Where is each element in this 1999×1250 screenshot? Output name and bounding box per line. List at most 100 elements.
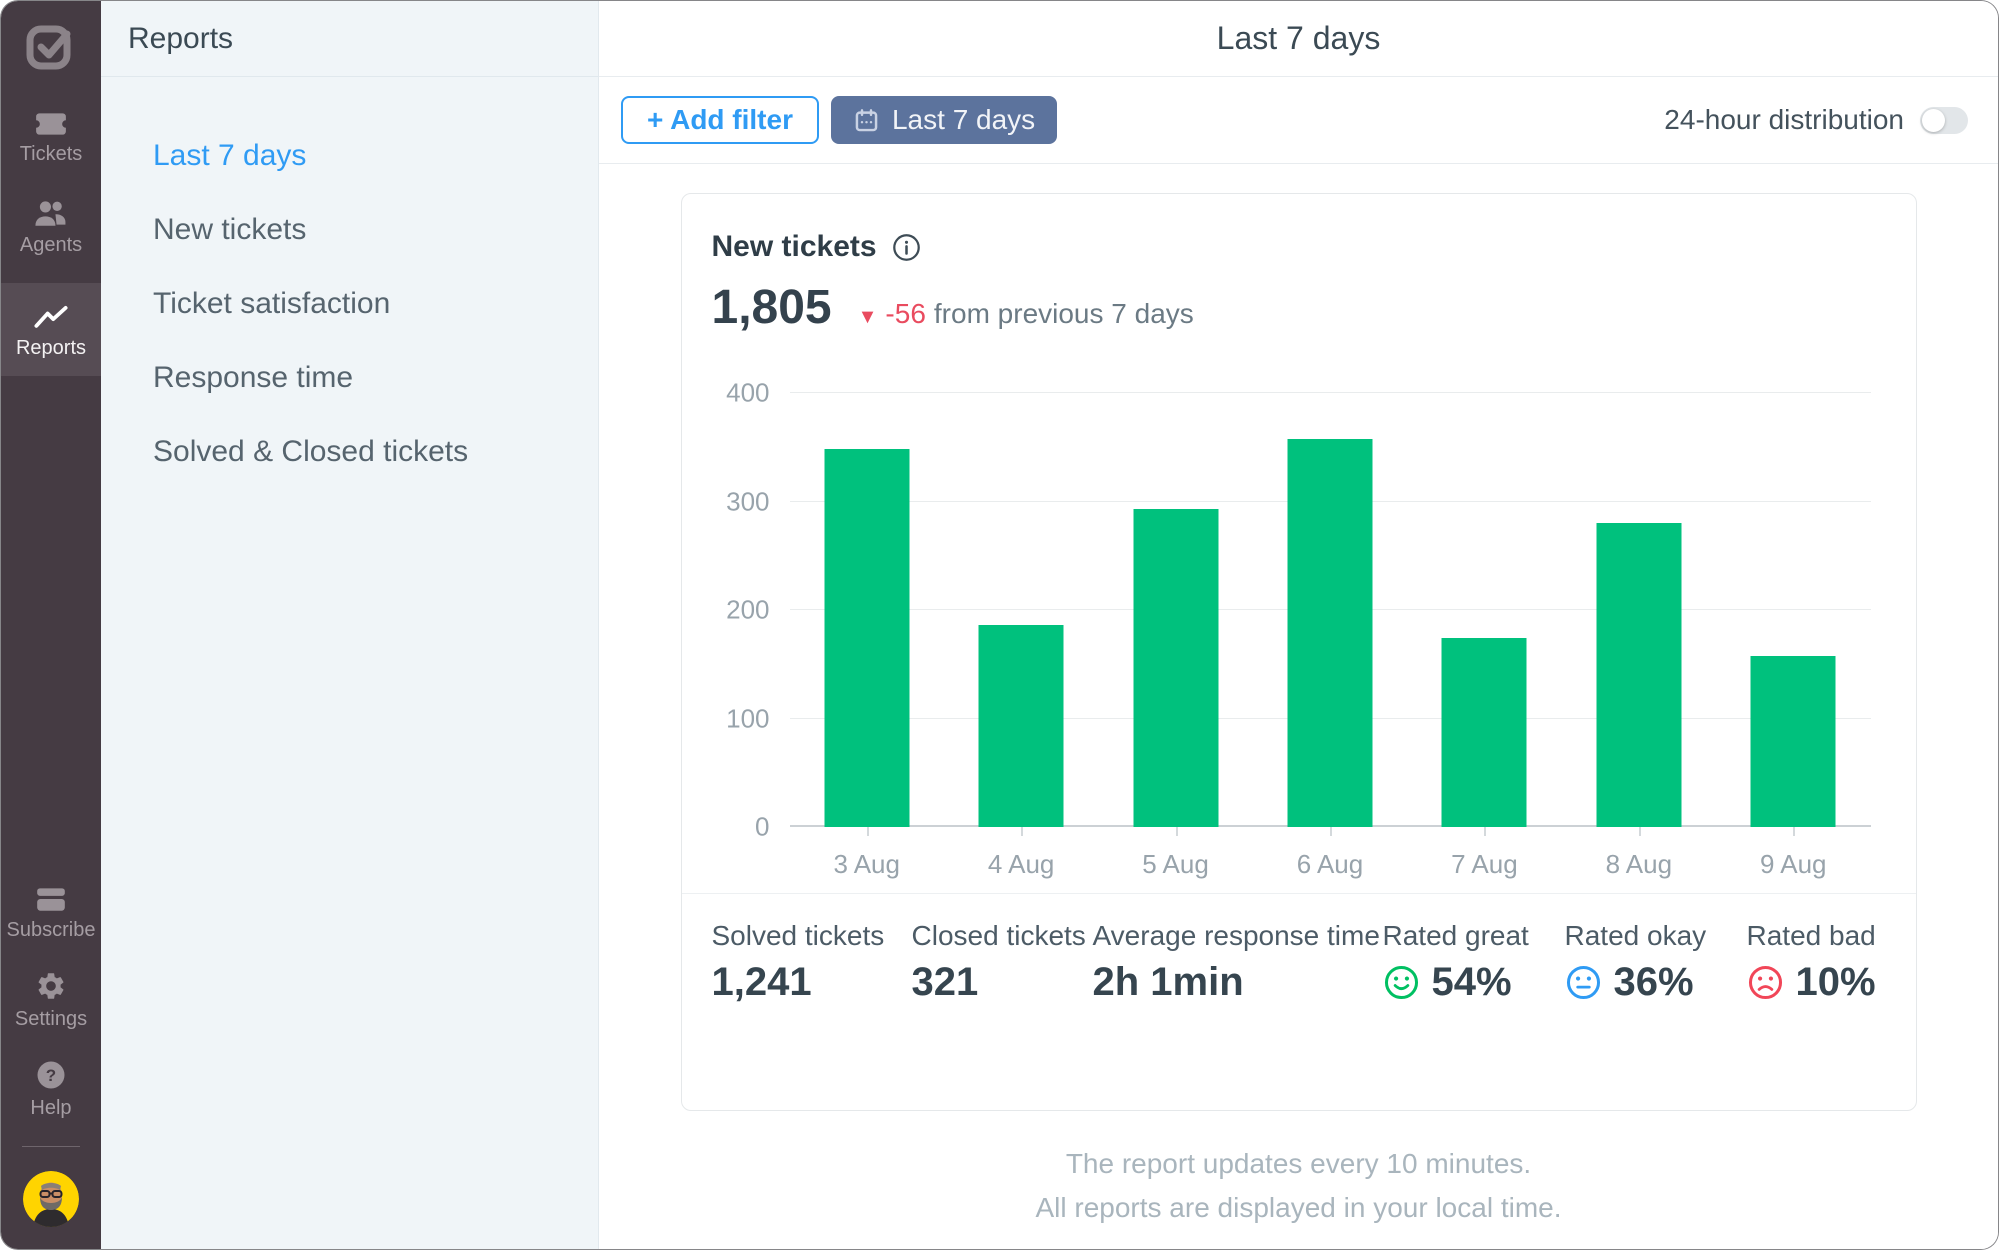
toggle-knob: [1922, 108, 1945, 132]
stat-label: Average response time: [1092, 920, 1380, 951]
user-avatar[interactable]: [23, 1171, 79, 1227]
agents-icon: [33, 194, 69, 228]
smiley-okay-icon: [1565, 964, 1602, 1001]
stat-label: Solved tickets: [711, 920, 885, 951]
x-axis-tick: [1329, 827, 1332, 836]
sidebar-title: Reports: [128, 21, 234, 55]
rail-item-label: Reports: [15, 337, 87, 359]
gear-icon: [35, 968, 67, 1002]
bar-column-3-aug: 3 Aug: [790, 393, 944, 879]
new-tickets-card: New tickets 1,805 ▼ -56 from pr: [680, 193, 1917, 1111]
sidebar-item-new-tickets[interactable]: New tickets: [153, 213, 307, 246]
triangle-down-icon: ▼: [857, 306, 878, 328]
rail-divider: [22, 1146, 80, 1147]
x-axis-label: 8 Aug: [1605, 849, 1673, 879]
stat-value: 10%: [1747, 960, 1876, 1005]
y-axis-tick-label: 300: [726, 486, 770, 516]
distribution-toggle[interactable]: [1920, 106, 1968, 134]
y-axis-tick-label: 200: [726, 594, 770, 625]
svg-text:?: ?: [46, 1066, 56, 1085]
rail-item-label: Tickets: [19, 143, 83, 165]
bar-column-6-aug: 6 Aug: [1253, 393, 1407, 879]
x-axis-label: 7 Aug: [1451, 849, 1518, 879]
rail-item-help[interactable]: ? Help: [1, 1057, 101, 1120]
rail-item-label: Help: [30, 1097, 72, 1119]
summary-stats-row: Solved tickets 1,241 Closed tickets 321 …: [682, 894, 1916, 1005]
delta-badge: ▼ -56 from previous 7 days: [858, 298, 1194, 330]
rail-item-reports[interactable]: Reports: [1, 283, 101, 376]
stat-label: Rated great: [1382, 920, 1529, 951]
card-title: New tickets: [711, 230, 877, 263]
stat-label: Rated okay: [1564, 920, 1707, 951]
bar-9-aug[interactable]: [1750, 655, 1836, 827]
bar-8-aug[interactable]: [1596, 523, 1682, 827]
chart-bars: 3 Aug 4 Aug 5 Aug 6 Aug 7 Aug 8 Aug 9 Aug: [790, 393, 1871, 879]
stat-rated-great: Rated great 54%: [1383, 920, 1565, 1005]
toolbar: + Add filter Last 7 days 24-hour distrib…: [599, 77, 1998, 164]
stat-value: 321: [911, 960, 979, 1004]
sidebar-item-ticket-satisfaction[interactable]: Ticket satisfaction: [153, 287, 391, 320]
stat-value: 2h 1min: [1092, 960, 1244, 1004]
rail-item-settings[interactable]: Settings: [1, 968, 101, 1031]
help-icon: ?: [35, 1057, 67, 1091]
rail-item-tickets[interactable]: Tickets: [1, 103, 101, 166]
bar-7-aug[interactable]: [1441, 638, 1527, 827]
stat-label: Closed tickets: [911, 920, 1086, 951]
bar-column-9-aug: 9 Aug: [1716, 393, 1870, 879]
x-axis-tick: [1793, 827, 1796, 836]
main-area: Last 7 days + Add filter Last 7 days 24-…: [599, 1, 1998, 1249]
stat-label: Rated bad: [1746, 920, 1876, 951]
credit-card-icon: [34, 879, 68, 913]
gridline-400: [789, 392, 1871, 393]
footer-line-2: All reports are displayed in your local …: [1035, 1191, 1562, 1223]
avatar-image: [23, 1171, 79, 1227]
card-divider: [681, 893, 1916, 894]
add-filter-button[interactable]: + Add filter: [621, 96, 819, 144]
bar-column-7-aug: 7 Aug: [1407, 393, 1561, 879]
y-axis-tick-label: 100: [726, 703, 770, 733]
bar-column-4-aug: 4 Aug: [944, 393, 1098, 879]
stat-value: 1,241: [711, 960, 812, 1004]
date-range-label: Last 7 days: [891, 104, 1036, 135]
app-logo[interactable]: [23, 17, 79, 73]
x-axis-label: 3 Aug: [833, 849, 900, 879]
sidebar-item-response-time[interactable]: Response time: [153, 361, 354, 394]
info-icon[interactable]: [891, 232, 922, 263]
footer-line-1: The report updates every 10 minutes.: [1065, 1148, 1532, 1179]
bar-3-aug[interactable]: [824, 449, 910, 827]
total-new-tickets: 1,805: [711, 281, 832, 334]
x-axis-tick: [1175, 827, 1178, 836]
x-axis-tick: [1021, 827, 1024, 836]
x-axis-label: 6 Aug: [1296, 849, 1364, 879]
stat-solved-tickets: Solved tickets 1,241: [712, 920, 912, 1005]
ticket-icon: [34, 103, 68, 137]
stat-rated-bad: Rated bad 10%: [1747, 920, 1876, 1005]
bar-column-5-aug: 5 Aug: [1098, 393, 1252, 879]
sidebar-header: Reports: [101, 1, 598, 77]
rail-item-agents[interactable]: Agents: [1, 194, 101, 257]
date-range-button[interactable]: Last 7 days: [830, 96, 1058, 144]
page-header: Last 7 days: [599, 1, 1998, 77]
smiley-great-icon: [1383, 964, 1420, 1001]
chart-plot: 3 Aug 4 Aug 5 Aug 6 Aug 7 Aug 8 Aug 9 Aug: [789, 392, 1871, 879]
rail-item-label: Subscribe: [6, 919, 96, 941]
bar-4-aug[interactable]: [978, 625, 1064, 827]
stat-closed-tickets: Closed tickets 321: [912, 920, 1093, 1005]
checkbox-logo-icon: [26, 25, 71, 70]
y-axis-labels: 0 100 200 300 400: [712, 378, 770, 842]
sidebar-item-solved-closed-tickets[interactable]: Solved & Closed tickets: [153, 435, 469, 468]
distribution-toggle-label: 24-hour distribution: [1664, 104, 1904, 135]
y-axis-tick-label: 0: [755, 811, 770, 842]
stat-value: 54%: [1383, 960, 1565, 1005]
sidebar-item-last-7-days[interactable]: Last 7 days: [153, 139, 307, 172]
x-axis-label: 5 Aug: [1142, 849, 1209, 879]
rail-item-label: Settings: [14, 1008, 88, 1030]
x-axis-label: 4 Aug: [987, 849, 1055, 879]
bar-6-aug[interactable]: [1287, 438, 1373, 827]
bar-5-aug[interactable]: [1133, 509, 1219, 827]
x-axis-label: 9 Aug: [1759, 849, 1827, 879]
rail-item-subscribe[interactable]: Subscribe: [1, 879, 101, 942]
stat-rated-okay: Rated okay 36%: [1565, 920, 1747, 1005]
delta-suffix: from previous 7 days: [933, 298, 1194, 329]
